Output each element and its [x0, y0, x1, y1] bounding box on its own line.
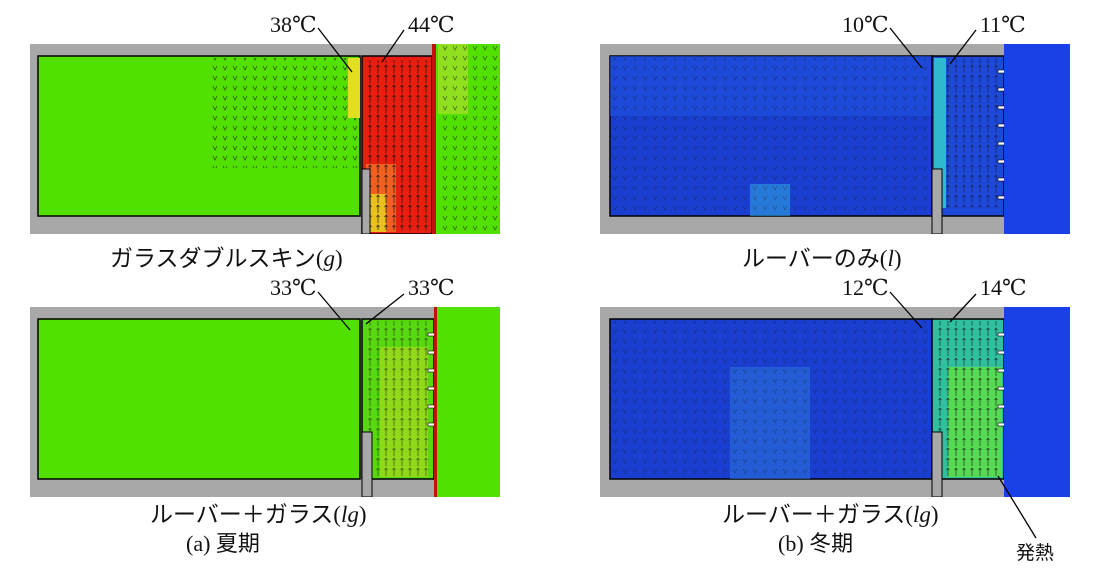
caption-lg-winter: ルーバー＋ガラス(lg) — [722, 502, 939, 527]
cfd-map-g — [30, 44, 500, 234]
panel-louver-glass-summer — [30, 307, 500, 497]
outdoor-area — [437, 307, 500, 497]
louver-slats — [997, 332, 1009, 427]
panel-glass-double-skin — [30, 44, 500, 234]
cfd-map-lg-winter — [600, 307, 1070, 497]
room-interior — [37, 318, 361, 480]
temp-label-lg-summer-left: 33℃ — [270, 275, 317, 300]
temp-label-l-right: 11℃ — [980, 12, 1026, 37]
outdoor-area — [1004, 307, 1070, 497]
temp-label-g-left: 38℃ — [270, 12, 317, 37]
caption-lg-summer: ルーバー＋ガラス(lg) — [150, 502, 367, 527]
subtitle-summer: (a) 夏期 — [186, 531, 260, 556]
outdoor-area — [1004, 44, 1070, 234]
caption-g: ガラスダブルスキン(g) — [110, 246, 343, 271]
temp-label-lg-winter-right: 14℃ — [980, 275, 1027, 300]
temp-label-lg-winter-left: 12℃ — [842, 275, 889, 300]
temp-label-lg-summer-right: 33℃ — [408, 275, 455, 300]
caption-l: ルーバーのみ(l) — [742, 246, 902, 271]
temp-label-l-left: 10℃ — [842, 12, 889, 37]
cfd-map-l — [600, 44, 1070, 234]
cfd-map-lg-summer — [30, 307, 500, 497]
panel-louver-only — [600, 44, 1070, 234]
annotation-heat: 発熱 — [1016, 542, 1055, 564]
temp-label-g-right: 44℃ — [408, 12, 455, 37]
subtitle-winter: (b) 冬期 — [778, 531, 854, 556]
panel-louver-glass-winter — [600, 307, 1070, 497]
